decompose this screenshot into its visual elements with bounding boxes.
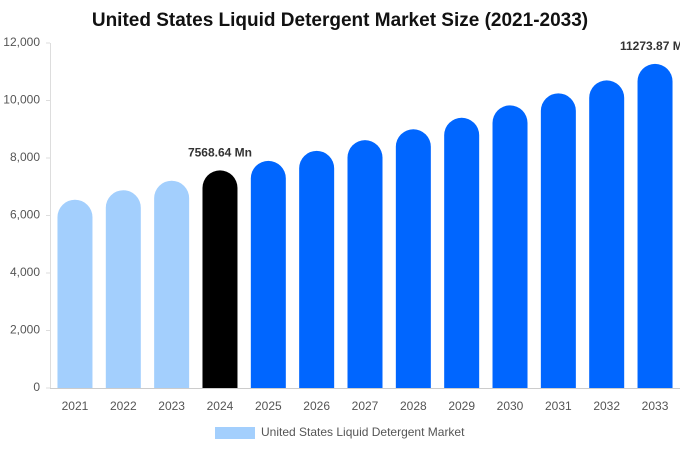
bar xyxy=(444,117,480,388)
bar xyxy=(250,160,286,388)
bar xyxy=(347,140,383,388)
x-tick-label: 2033 xyxy=(642,399,669,413)
x-tick-label: 2022 xyxy=(110,399,137,413)
x-tick-label: 2032 xyxy=(593,399,620,413)
legend-swatch xyxy=(215,427,255,439)
value-label: 11273.87 Mn xyxy=(620,39,680,53)
y-tick-label: 8,000 xyxy=(10,150,40,164)
bar xyxy=(540,93,576,388)
x-tick-label: 2024 xyxy=(207,399,234,413)
bar xyxy=(637,63,673,389)
x-tick-label: 2025 xyxy=(255,399,282,413)
y-tick-label: 4,000 xyxy=(10,265,40,279)
x-tick-label: 2030 xyxy=(497,399,524,413)
x-tick-label: 2029 xyxy=(448,399,475,413)
bar xyxy=(202,170,238,388)
legend-label: United States Liquid Detergent Market xyxy=(261,425,465,439)
x-tick-label: 2023 xyxy=(158,399,185,413)
x-tick-label: 2027 xyxy=(352,399,379,413)
x-tick-label: 2028 xyxy=(400,399,427,413)
bar xyxy=(492,105,528,388)
y-tick-label: 10,000 xyxy=(3,93,40,107)
bar xyxy=(395,129,431,388)
bar xyxy=(589,80,625,388)
x-tick-label: 2026 xyxy=(303,399,330,413)
y-tick-label: 12,000 xyxy=(3,35,40,49)
chart-title: United States Liquid Detergent Market Si… xyxy=(92,10,588,31)
y-tick-label: 2,000 xyxy=(10,323,40,337)
value-label: 7568.64 Mn xyxy=(188,146,252,160)
bar xyxy=(154,180,190,388)
bar xyxy=(57,199,93,388)
x-tick-label: 2031 xyxy=(545,399,572,413)
y-tick-label: 0 xyxy=(33,380,40,394)
bar xyxy=(299,150,335,388)
x-tick-label: 2021 xyxy=(62,399,89,413)
y-tick-label: 6,000 xyxy=(10,208,40,222)
bar xyxy=(105,190,141,388)
